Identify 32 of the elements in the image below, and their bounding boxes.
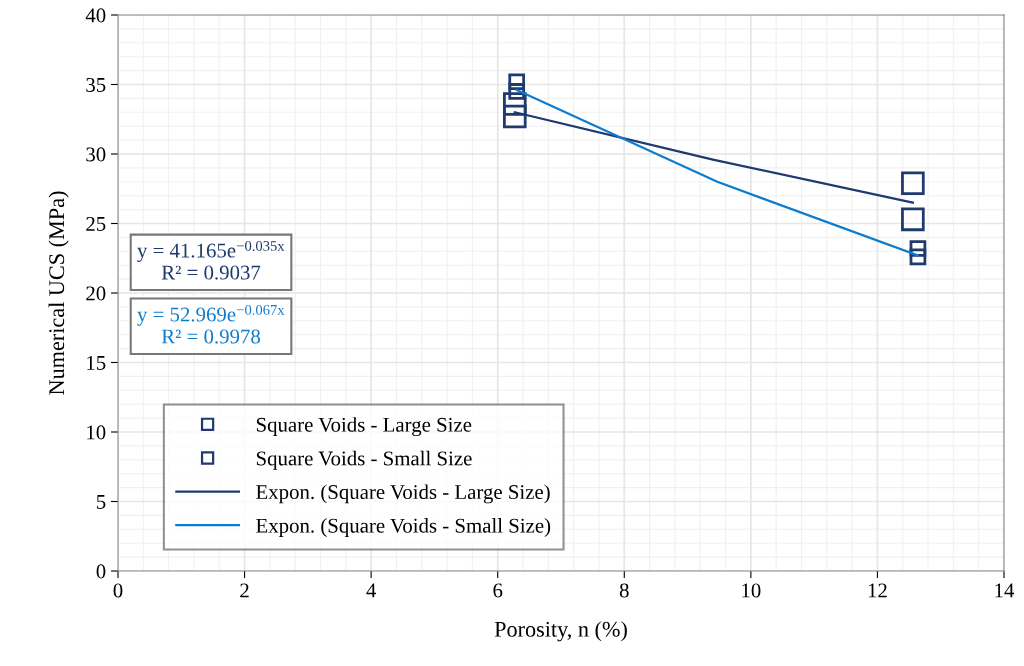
x-tick-label: 6 bbox=[493, 583, 503, 598]
point bbox=[502, 104, 527, 129]
legend-label: Expon. (Square Voids - Small Size) bbox=[256, 518, 551, 537]
legend-label: Square Voids - Small Size bbox=[256, 450, 472, 470]
y-tick-label: 10 bbox=[87, 425, 106, 440]
point bbox=[901, 207, 925, 232]
point bbox=[909, 248, 927, 266]
point bbox=[901, 171, 925, 195]
legend-label: Expon. (Square Voids - Large Size) bbox=[256, 484, 550, 504]
point bbox=[502, 92, 527, 116]
y-tick-label: 15 bbox=[87, 355, 106, 370]
y-tick-label: 35 bbox=[86, 77, 106, 92]
y-tick-label: 25 bbox=[86, 216, 106, 231]
x-tick-label: 8 bbox=[619, 583, 629, 598]
annotation: y = 41.165e$^{−0.035x}$ R² = 0.9037 bbox=[137, 241, 285, 280]
y-tick-label: 5 bbox=[96, 495, 106, 509]
y-axis-title: Numerical UCS (MPa) bbox=[48, 191, 69, 395]
x-tick-label: 14 bbox=[995, 583, 1015, 598]
x-axis-title: Porosity, n (%) bbox=[494, 621, 627, 642]
y-tick-label: 0 bbox=[96, 564, 106, 579]
legend-label: Square Voids - Large Size bbox=[256, 417, 472, 437]
y-tick-label: 30 bbox=[86, 147, 106, 162]
x-tick-label: 10 bbox=[742, 583, 761, 598]
point bbox=[508, 83, 526, 100]
y-tick-label: 40 bbox=[85, 8, 106, 23]
point bbox=[508, 73, 526, 91]
x-tick-label: 12 bbox=[868, 583, 887, 598]
x-tick-label: 4 bbox=[366, 583, 377, 598]
x-tick-label: 2 bbox=[240, 583, 249, 598]
y-tick-label: 20 bbox=[86, 286, 106, 301]
x-tick-label: 0 bbox=[113, 583, 123, 598]
annotation: y = 52.969e$^{−0.067x}$ R² = 0.9978 bbox=[137, 304, 285, 344]
